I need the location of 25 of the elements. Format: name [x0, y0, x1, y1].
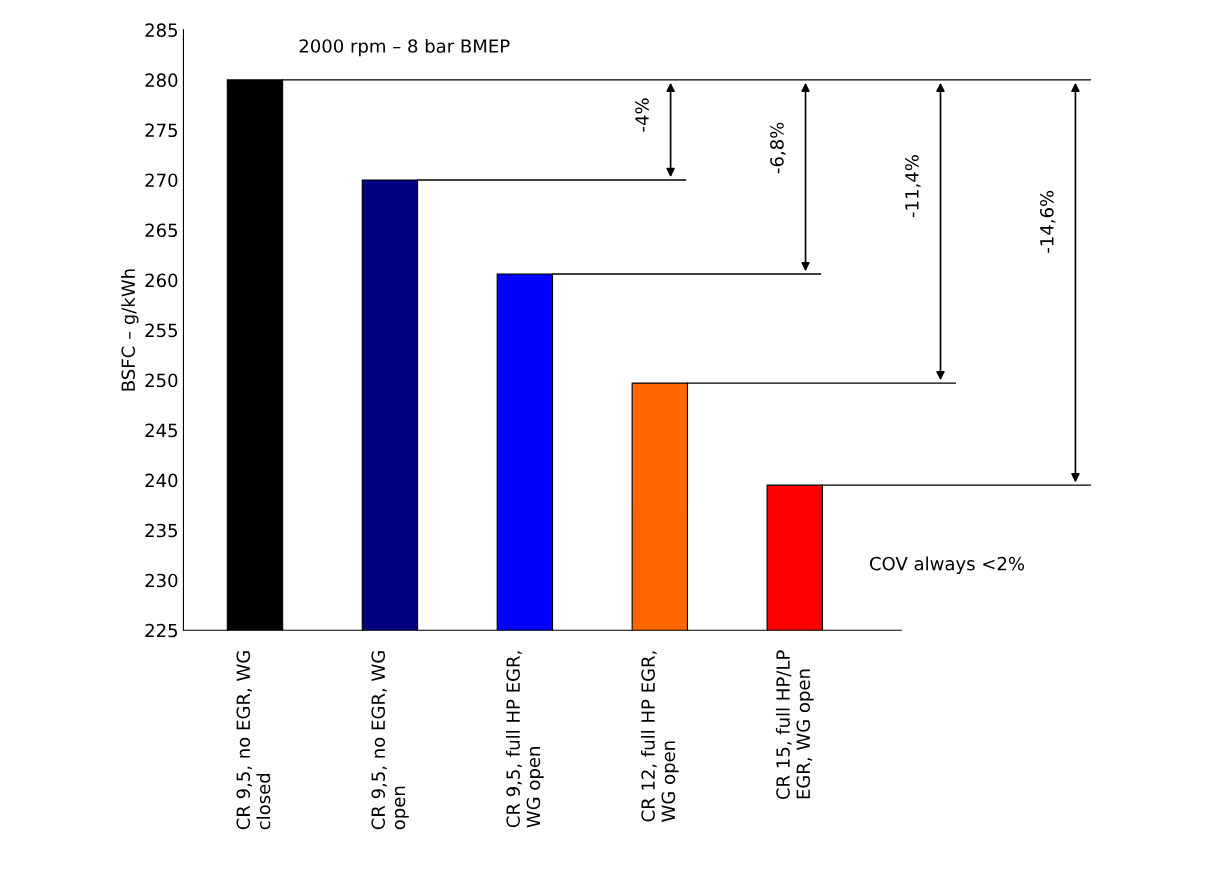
- chart-title: 2000 rpm – 8 bar BMEP: [299, 38, 510, 57]
- y-tick-label: 245: [145, 423, 178, 438]
- y-tick-label: 260: [145, 273, 178, 288]
- y-tick-label: 280: [145, 73, 178, 88]
- x-tick-label: CR 12, full HP EGR, WG open: [640, 651, 679, 822]
- text: -14,6%: [1040, 190, 1056, 253]
- y-tick-label: 270: [145, 173, 178, 188]
- y-axis-title: BSFC – g/kWh: [121, 269, 139, 391]
- y-tick-label: 235: [145, 523, 178, 538]
- x-tick-label: CR 15, full HP/LP EGR, WG open: [775, 650, 814, 800]
- y-tick-label: 240: [145, 473, 178, 488]
- text: -11,4%: [905, 155, 921, 218]
- x-tick-label: CR 9,5, no EGR, WG closed: [236, 651, 271, 830]
- y-tick-label: 285: [145, 23, 178, 37]
- y-tick-label: 275: [145, 123, 178, 138]
- y-tick-label: 225: [145, 623, 178, 638]
- x-tick-label: CR 9,5, no EGR, WG open: [371, 651, 409, 830]
- x-tick-label: CR 9,5, full HP EGR, WG open: [506, 651, 544, 828]
- annotation: COV always <2%: [869, 556, 1025, 574]
- y-tick-label: 265: [145, 223, 178, 238]
- y-tick-label: 250: [145, 373, 178, 388]
- y-tick-label: 230: [145, 573, 178, 588]
- annotation: -6,8%: [770, 122, 786, 174]
- y-tick-label: 255: [145, 323, 178, 338]
- annotation: -4%: [635, 98, 649, 132]
